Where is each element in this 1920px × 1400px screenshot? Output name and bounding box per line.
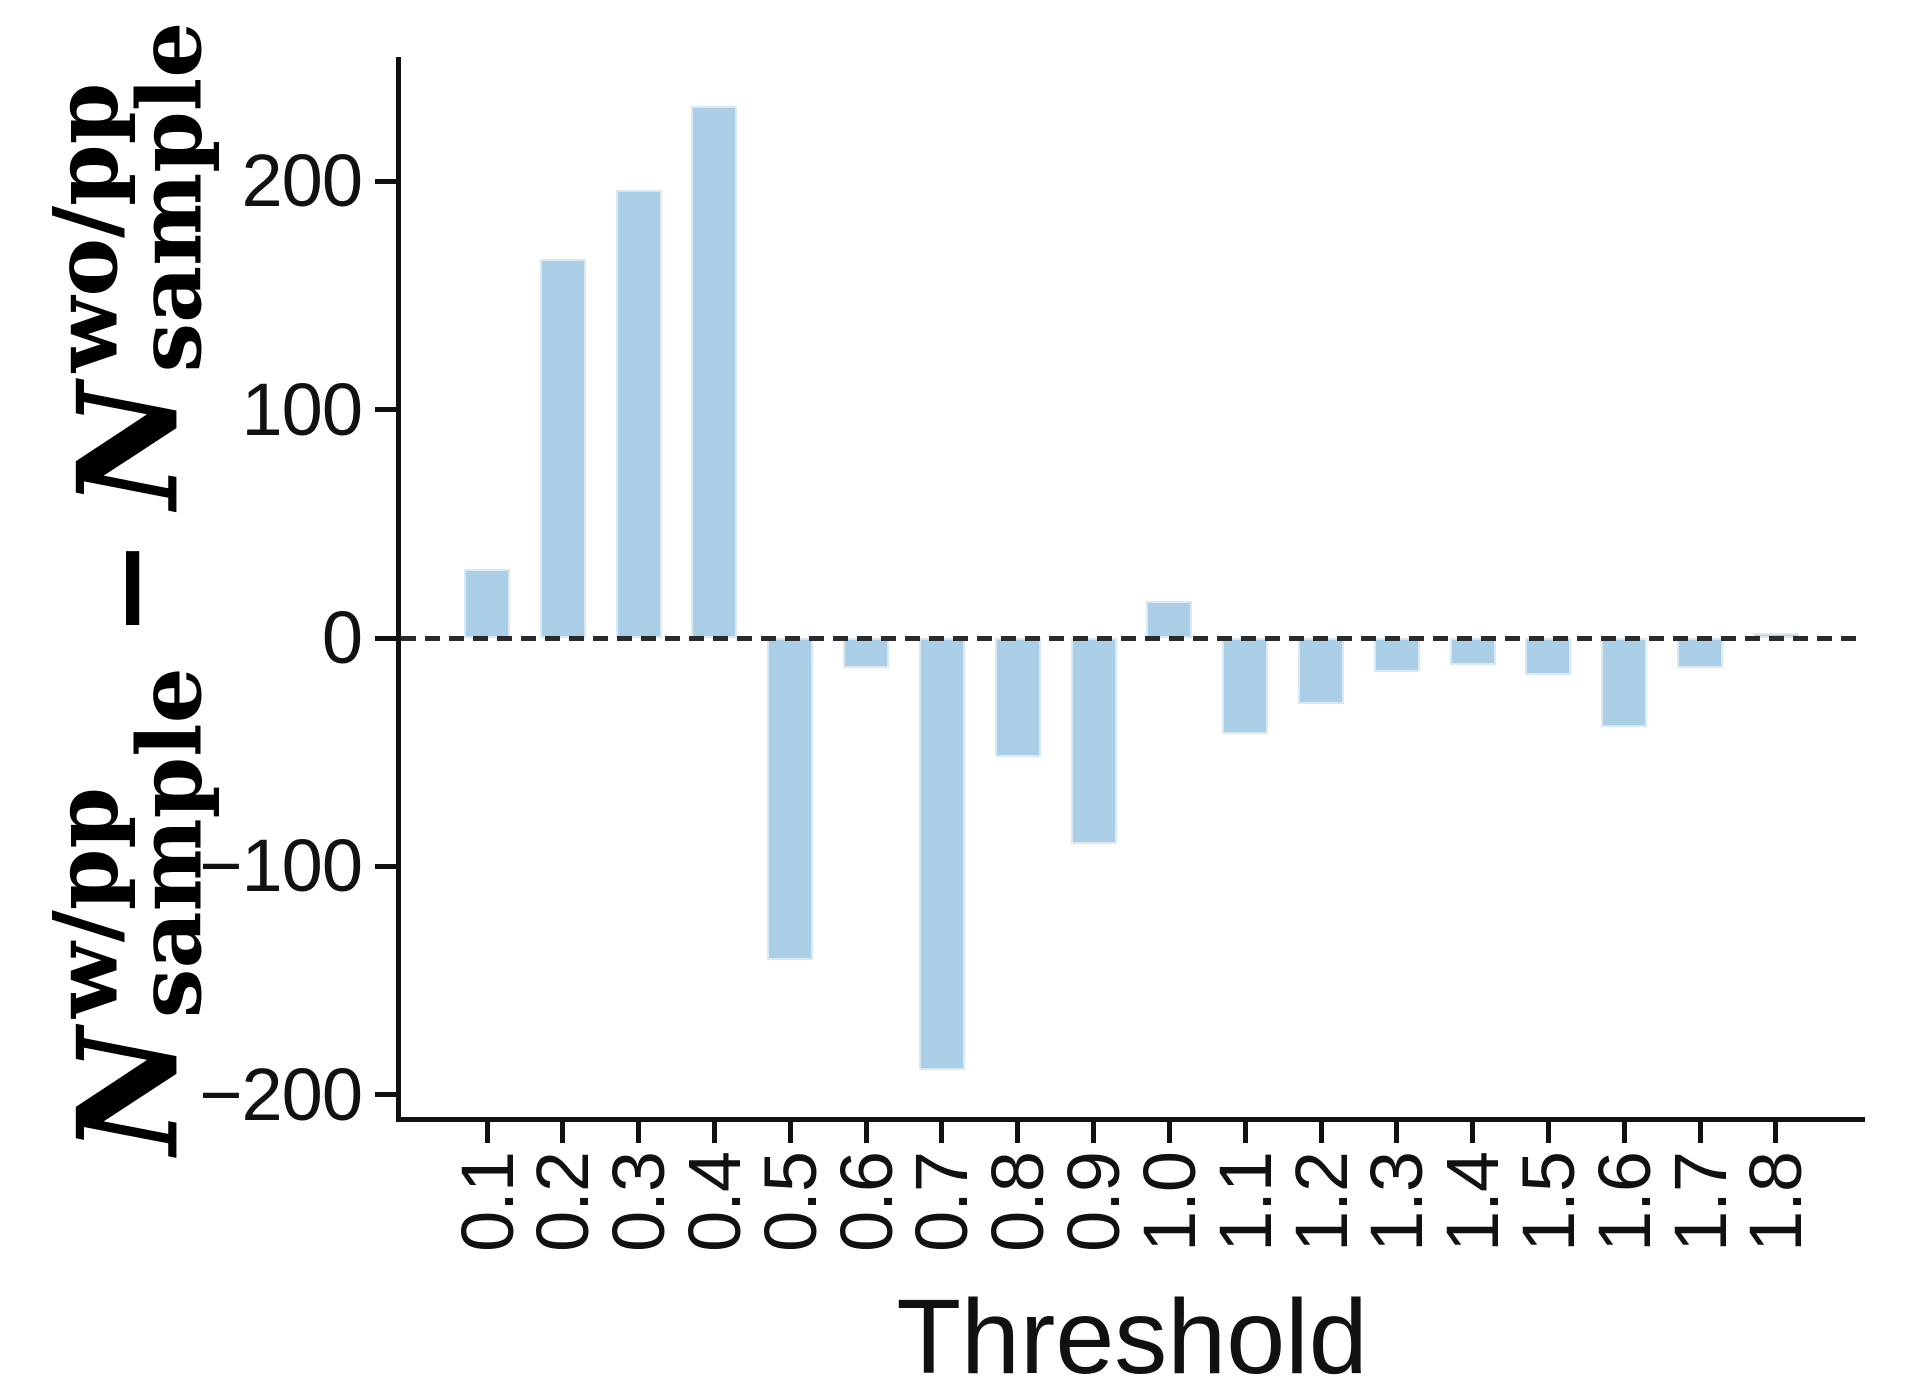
x-tick-label-0.7: 0.7 <box>900 1152 984 1252</box>
math-superscript: wo/pp <box>33 82 138 373</box>
y-tick--200 <box>375 1092 396 1098</box>
x-tick-label-1.0: 1.0 <box>1127 1152 1211 1252</box>
x-tick-0.6 <box>863 1122 869 1143</box>
y-tick--100 <box>375 863 396 869</box>
x-tick-label-0.5: 0.5 <box>748 1152 832 1252</box>
x-tick-0.8 <box>1015 1122 1021 1143</box>
x-tick-label-1.7: 1.7 <box>1658 1152 1742 1252</box>
bar-0.1 <box>464 569 510 638</box>
x-tick-label-0.8: 0.8 <box>976 1152 1060 1252</box>
y-tick-label--200: −200 <box>199 1052 363 1136</box>
y-tick-label-100: 100 <box>241 367 363 451</box>
bar-0.7 <box>918 638 965 1070</box>
x-tick-1.8 <box>1773 1122 1779 1143</box>
x-tick-1.4 <box>1470 1122 1476 1143</box>
bar-0.9 <box>1070 638 1117 844</box>
x-tick-label-1.6: 1.6 <box>1582 1152 1666 1252</box>
bar-1.0 <box>1146 601 1193 638</box>
x-tick-label-1.4: 1.4 <box>1431 1152 1515 1252</box>
x-tick-0.3 <box>636 1122 642 1143</box>
y-tick-100 <box>375 407 396 413</box>
x-tick-label-1.1: 1.1 <box>1203 1152 1287 1252</box>
bar-1.3 <box>1373 638 1420 673</box>
bar-1.6 <box>1601 638 1648 728</box>
x-tick-label-1.5: 1.5 <box>1506 1152 1590 1252</box>
x-tick-0.9 <box>1091 1122 1097 1143</box>
bar-1.2 <box>1298 638 1345 705</box>
x-tick-0.1 <box>484 1122 490 1143</box>
x-tick-0.2 <box>560 1122 566 1143</box>
x-tick-1.2 <box>1318 1122 1324 1143</box>
x-tick-1.5 <box>1545 1122 1551 1143</box>
bar-0.4 <box>691 105 738 638</box>
bar-0.2 <box>539 258 586 638</box>
y-tick-label-200: 200 <box>241 139 363 223</box>
x-tick-label-0.4: 0.4 <box>672 1152 756 1252</box>
y-tick-label-0: 0 <box>321 596 363 679</box>
bar-0.6 <box>843 638 890 668</box>
x-tick-1.3 <box>1394 1122 1400 1143</box>
x-tick-label-0.2: 0.2 <box>521 1152 605 1252</box>
x-tick-label-1.8: 1.8 <box>1734 1152 1818 1252</box>
bar-0.5 <box>767 638 814 960</box>
bar-1.5 <box>1525 638 1572 675</box>
x-tick-label-0.3: 0.3 <box>597 1152 681 1252</box>
y-tick-200 <box>375 178 396 184</box>
x-tick-label-0.9: 0.9 <box>1052 1152 1136 1252</box>
x-tick-0.4 <box>711 1122 717 1143</box>
y-tick-label--100: −100 <box>199 824 363 908</box>
x-tick-1.7 <box>1697 1122 1703 1143</box>
y-tick-0 <box>375 635 396 641</box>
bar-1.4 <box>1449 638 1496 666</box>
x-axis-spine <box>396 1117 1865 1122</box>
x-tick-1.0 <box>1166 1122 1172 1143</box>
x-tick-label-1.2: 1.2 <box>1279 1152 1363 1252</box>
bar-0.8 <box>994 638 1041 757</box>
x-tick-1.6 <box>1621 1122 1627 1143</box>
x-axis-title: Threshold <box>896 1278 1368 1396</box>
x-tick-label-0.6: 0.6 <box>824 1152 908 1252</box>
x-tick-0.7 <box>939 1122 945 1143</box>
bar-1.1 <box>1222 638 1269 734</box>
x-tick-label-0.1: 0.1 <box>445 1152 529 1252</box>
y-axis-spine <box>396 57 401 1122</box>
x-tick-label-1.3: 1.3 <box>1355 1152 1439 1252</box>
bar-1.7 <box>1677 638 1724 668</box>
x-tick-1.1 <box>1242 1122 1248 1143</box>
bar-0.3 <box>615 190 662 638</box>
x-tick-0.5 <box>787 1122 793 1143</box>
zero-dashed-line <box>401 636 1858 641</box>
